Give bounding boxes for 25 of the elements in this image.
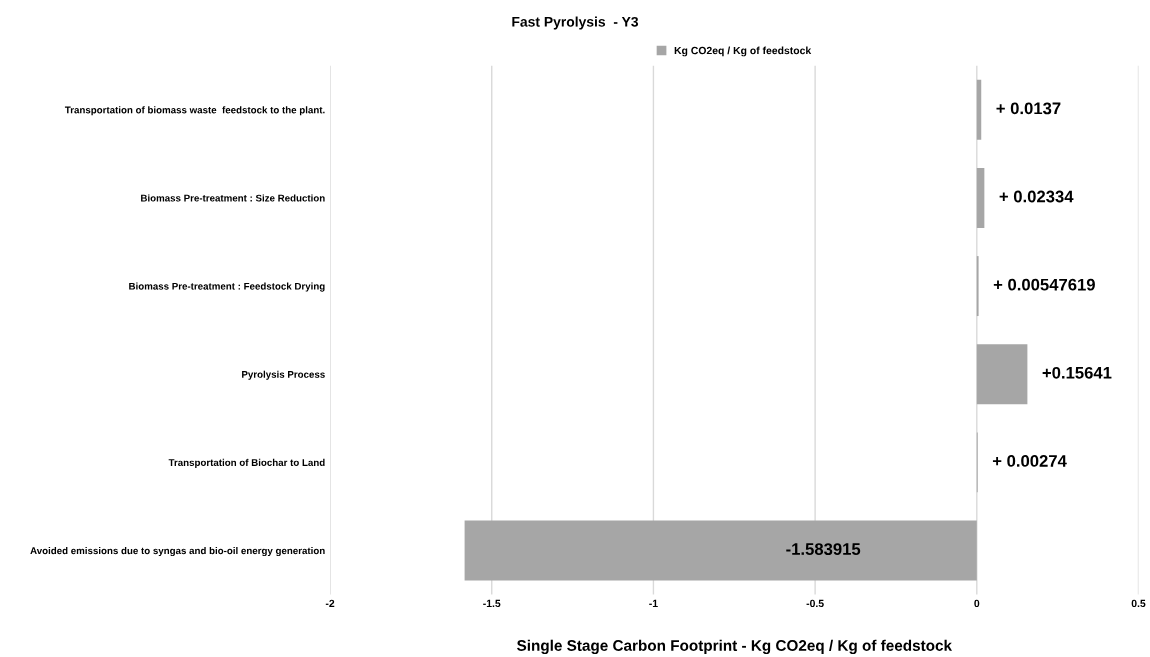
- y-tick-label: Avoided emissions due to syngas and bio-oil energy generation: [30, 546, 325, 557]
- legend-label: Kg CO2eq / Kg of feedstock: [674, 46, 812, 57]
- bar: [976, 167, 985, 228]
- bar: [464, 520, 977, 581]
- y-tick-label: Pyrolysis Process: [242, 370, 325, 380]
- data-label: + 0.00274: [992, 455, 1067, 467]
- x-tick-label: 0.5: [1131, 599, 1146, 608]
- x-axis-title: Single Stage Carbon Footprint - Kg CO2eq / Kg of feedstock: [517, 639, 953, 655]
- chart-title: Fast Pyrolysis - Y3: [512, 16, 639, 30]
- x-tick-label: 0: [974, 599, 980, 608]
- data-label: +0.15641: [1042, 366, 1112, 379]
- bar: [976, 344, 1028, 405]
- data-label: + 0.0137: [996, 102, 1061, 115]
- y-tick-label: Biomass Pre-treatment : Feedstock Drying: [129, 282, 325, 292]
- x-tick-label: -1: [649, 599, 658, 607]
- y-tick-label: Transportation of Biochar to Land: [168, 458, 325, 468]
- x-tick-label: -0.5: [806, 599, 824, 608]
- data-label: + 0.00547619: [993, 278, 1095, 291]
- x-tick-label: -1.5: [483, 599, 501, 608]
- data-label: + 0.02334: [999, 190, 1074, 203]
- x-tick-label: -2: [325, 599, 335, 607]
- y-tick-label: Transportation of biomass waste feedstock to the plant.: [64, 106, 325, 116]
- y-tick-label: Biomass Pre-treatment : Size Reduction: [141, 194, 325, 202]
- data-label: -1.583915: [786, 543, 861, 556]
- bar: [976, 79, 982, 140]
